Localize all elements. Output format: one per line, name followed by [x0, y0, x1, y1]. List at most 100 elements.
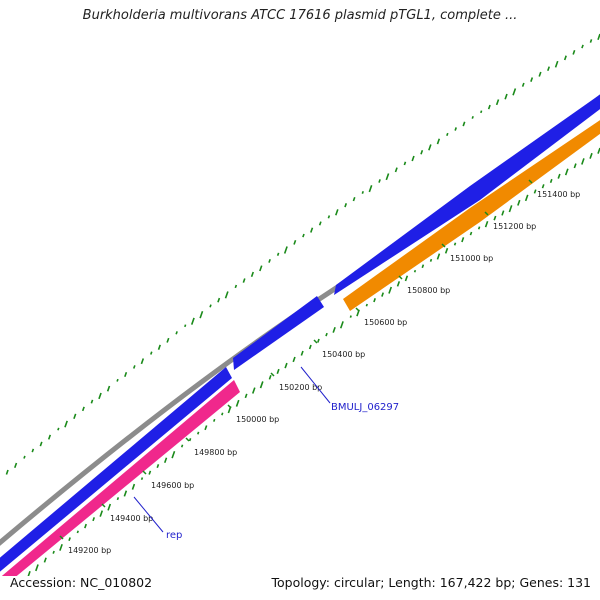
- gc-skew-mark: [352, 197, 356, 202]
- gc-skew-mark: [292, 356, 296, 363]
- gc-skew-mark: [184, 324, 187, 328]
- ruler-tick-label: 151000 bp: [450, 254, 493, 263]
- gc-skew-mark: [493, 215, 497, 221]
- gc-skew-mark: [148, 470, 152, 475]
- ruler-tick-label: 151400 bp: [537, 190, 580, 199]
- gc-skew-mark: [477, 226, 481, 230]
- rep-gene[interactable]: [0, 380, 240, 598]
- gc-skew-inner-track: [27, 147, 600, 576]
- ruler-tick-label: 150000 bp: [236, 415, 279, 424]
- gc-skew-mark: [327, 215, 331, 219]
- gc-skew-mark: [140, 358, 145, 365]
- gc-skew-mark: [581, 158, 585, 165]
- gc-skew-mark: [487, 104, 491, 110]
- gc-skew-mark: [444, 247, 449, 254]
- ruler-tick-label: 149800 bp: [194, 448, 237, 457]
- reverse-cds-orange[interactable]: [343, 112, 600, 311]
- gc-skew-mark: [268, 258, 271, 263]
- accession-label: Accession: NC_010802: [10, 575, 153, 590]
- gc-skew-mark: [81, 406, 85, 412]
- ruler-tick: [441, 243, 446, 248]
- gc-skew-mark: [361, 191, 364, 194]
- ruler-tick-label: 150600 bp: [364, 318, 407, 327]
- gc-skew-mark: [276, 252, 280, 256]
- gc-skew-mark: [175, 331, 178, 335]
- forward-cds-bmulj-06297[interactable]: [233, 296, 324, 370]
- gc-skew-mark: [300, 350, 304, 356]
- gc-skew-mark: [43, 557, 47, 563]
- gc-skew-mark: [524, 194, 529, 202]
- bmulj-06297-gene-label: BMULJ_06297: [331, 402, 399, 413]
- gc-skew-mark: [446, 132, 449, 137]
- position-ruler: 149200 bp 149400 bp 149600 bp 149800 bp 1500…: [59, 179, 580, 555]
- gc-skew-mark: [259, 265, 263, 272]
- ruler-tick: [270, 372, 275, 377]
- gc-skew-mark: [293, 239, 297, 245]
- gc-skew-mark: [557, 173, 561, 179]
- gc-skew-mark: [131, 483, 136, 490]
- gc-skew-mark: [480, 110, 483, 114]
- gc-skew-mark: [283, 246, 288, 254]
- gc-skew-mark: [411, 155, 415, 162]
- rep-label-leader: [133, 496, 164, 533]
- gc-skew-mark: [23, 455, 26, 459]
- gc-skew-mark: [150, 351, 153, 355]
- gc-skew-mark: [564, 168, 569, 176]
- topology-summary: Topology: circular; Length: 167,422 bp; …: [271, 575, 592, 590]
- gc-skew-mark: [563, 55, 567, 61]
- forward-cds-upper[interactable]: [334, 86, 600, 295]
- gc-skew-mark: [98, 392, 102, 400]
- gc-skew-mark: [394, 167, 398, 173]
- ruler-tick-label: 150200 bp: [279, 383, 322, 392]
- gc-skew-mark: [190, 317, 195, 325]
- gc-skew-mark: [116, 378, 119, 382]
- gc-skew-mark: [84, 523, 87, 529]
- gc-skew-mark: [217, 297, 221, 303]
- rep-gene-end-marker: [0, 578, 6, 592]
- gc-skew-mark: [484, 221, 489, 228]
- gc-skew-mark: [124, 371, 128, 377]
- gc-skew-mark: [92, 517, 96, 522]
- gc-skew-mark: [403, 161, 407, 166]
- gc-skew-mark: [250, 271, 255, 278]
- gc-skew-mark: [213, 418, 216, 422]
- gc-skew-mark: [116, 497, 120, 501]
- gc-skew-mark: [284, 362, 288, 369]
- gc-skew-mark: [381, 292, 385, 297]
- gc-skew-mark: [47, 434, 52, 440]
- rep-gene-label: rep: [166, 530, 182, 541]
- gc-skew-mark: [508, 205, 513, 213]
- gc-skew-mark: [188, 438, 192, 442]
- gc-skew-mark: [224, 291, 229, 299]
- gc-skew-mark: [541, 184, 545, 189]
- gc-skew-mark: [107, 503, 112, 511]
- gc-skew-mark: [140, 477, 144, 481]
- gc-skew-mark: [166, 337, 170, 343]
- gc-skew-mark: [156, 464, 160, 469]
- gc-skew-mark: [259, 381, 264, 389]
- gc-skew-mark: [163, 457, 168, 464]
- gc-skew-mark: [549, 178, 553, 183]
- gc-skew-mark: [221, 412, 224, 416]
- gc-skew-mark: [471, 115, 474, 119]
- gc-skew-mark: [73, 413, 77, 420]
- gc-skew-mark: [429, 258, 433, 262]
- gc-skew-mark: [436, 138, 441, 145]
- gc-skew-mark: [538, 71, 542, 77]
- gc-skew-mark: [197, 431, 200, 435]
- ruler-tick: [227, 404, 232, 409]
- gc-skew-mark: [90, 399, 94, 404]
- forward-cds-lower[interactable]: [0, 367, 232, 580]
- gc-skew-outer-track: [5, 33, 600, 475]
- gc-skew-mark: [573, 163, 577, 169]
- gc-skew-mark: [57, 427, 60, 431]
- gc-skew-mark: [420, 149, 424, 155]
- gc-skew-mark: [517, 199, 521, 206]
- gc-skew-mark: [268, 375, 272, 380]
- ruler-tick-label: 149200 bp: [68, 546, 111, 555]
- gc-skew-mark: [404, 275, 409, 282]
- gc-skew-mark: [318, 221, 322, 226]
- gc-skew-mark: [302, 233, 305, 238]
- gc-skew-mark: [421, 264, 425, 269]
- gc-skew-mark: [35, 564, 39, 572]
